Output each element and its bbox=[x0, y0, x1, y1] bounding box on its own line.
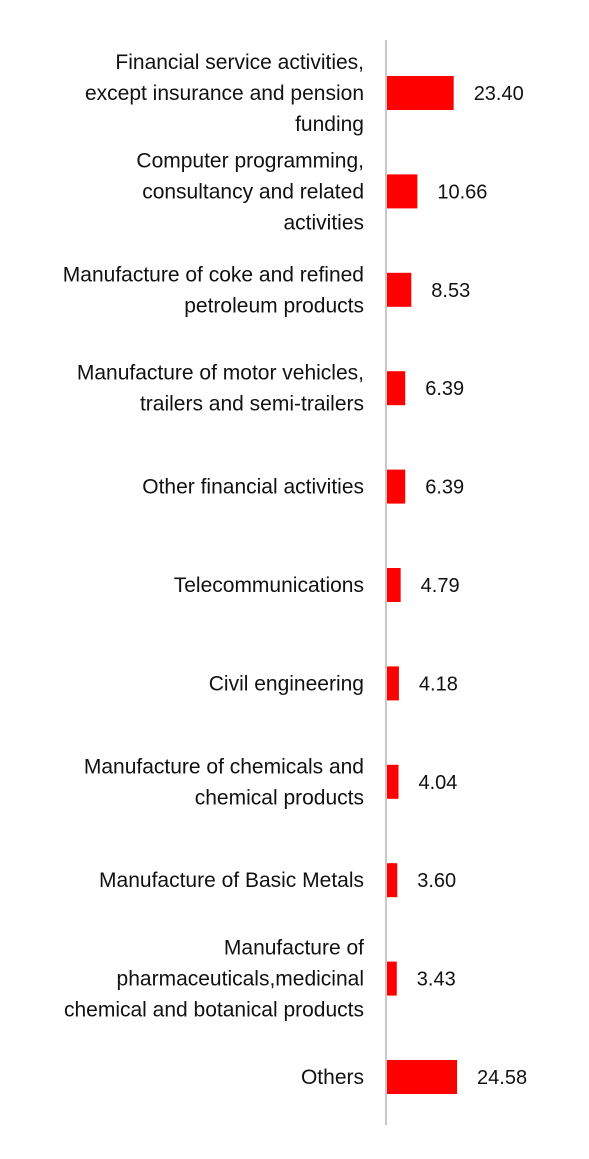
category-label-4-line-0: Other financial activities bbox=[142, 476, 364, 499]
value-label-2: 8.53 bbox=[431, 280, 470, 302]
category-label-1-line-1: consultancy and related bbox=[142, 180, 364, 203]
value-label-6: 4.18 bbox=[419, 673, 458, 695]
value-label-7: 4.04 bbox=[419, 772, 458, 794]
category-label-3-line-0: Manufacture of motor vehicles, bbox=[77, 362, 364, 385]
value-label-10: 24.58 bbox=[477, 1067, 527, 1089]
category-label-3-line-1: trailers and semi-trailers bbox=[140, 393, 364, 416]
bars-group bbox=[387, 76, 458, 1094]
value-label-5: 4.79 bbox=[421, 575, 460, 597]
value-label-4: 6.39 bbox=[425, 477, 464, 499]
bar-9 bbox=[387, 961, 397, 996]
bar-7 bbox=[387, 764, 399, 799]
bar-2 bbox=[387, 272, 412, 307]
category-label-2-line-0: Manufacture of coke and refined bbox=[63, 263, 364, 286]
category-label-2-line-1: petroleum products bbox=[184, 294, 364, 317]
category-label-0-line-2: funding bbox=[295, 113, 364, 136]
value-label-0: 23.40 bbox=[474, 83, 524, 105]
bar-10 bbox=[387, 1060, 458, 1094]
category-label-1-line-0: Computer programming, bbox=[136, 149, 364, 172]
value-label-3: 6.39 bbox=[425, 378, 464, 400]
value-label-9: 3.43 bbox=[417, 969, 456, 991]
bar-0 bbox=[387, 76, 454, 110]
category-label-8-line-0: Manufacture of Basic Metals bbox=[99, 869, 364, 892]
value-label-1: 10.66 bbox=[437, 181, 487, 203]
category-label-7-line-0: Manufacture of chemicals and bbox=[84, 755, 364, 778]
category-label-1-line-2: activities bbox=[283, 211, 364, 234]
category-label-0-line-0: Financial service activities, bbox=[115, 51, 364, 74]
category-labels-group: Financial service activities, except insu… bbox=[63, 51, 364, 1089]
category-label-7-line-1: chemical products bbox=[195, 786, 364, 809]
bar-1 bbox=[387, 174, 418, 209]
bar-8 bbox=[387, 863, 398, 898]
category-label-5-line-0: Telecommunications bbox=[174, 574, 364, 597]
category-label-9-line-2: chemical and botanical products bbox=[64, 999, 364, 1022]
category-label-9-line-1: pharmaceuticals,medicinal bbox=[117, 968, 364, 991]
bar-3 bbox=[387, 371, 406, 406]
category-label-9-line-0: Manufacture of bbox=[224, 937, 364, 960]
category-label-10-line-0: Others bbox=[301, 1066, 364, 1089]
bar-4 bbox=[387, 469, 406, 504]
category-label-6-line-0: Civil engineering bbox=[209, 672, 364, 695]
bar-5 bbox=[387, 568, 401, 602]
value-labels-group: 23.40 10.66 8.53 6.39 6.39 4.79 4.18 4.04 3.60 3.… bbox=[417, 83, 527, 1089]
bar-6 bbox=[387, 666, 399, 701]
category-label-0-line-1: except insurance and pension bbox=[85, 82, 364, 105]
value-label-8: 3.60 bbox=[417, 870, 456, 892]
